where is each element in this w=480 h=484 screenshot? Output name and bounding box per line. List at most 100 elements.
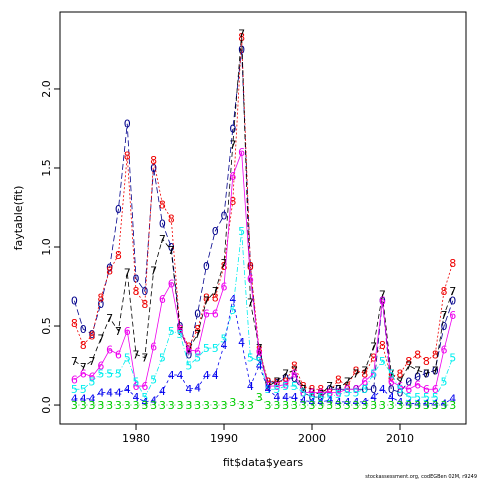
- x-tick-label: 2000: [298, 432, 326, 445]
- series-line: [74, 299, 453, 404]
- series-marker: 7: [317, 388, 324, 401]
- series-marker: 5: [326, 391, 333, 404]
- series-marker: 3: [441, 399, 448, 412]
- series-marker: 3: [432, 399, 439, 412]
- series-marker: 0: [80, 323, 87, 336]
- series-marker: 7: [361, 364, 368, 377]
- series-marker: 5: [247, 352, 254, 365]
- series-marker: 0: [256, 352, 263, 365]
- series-marker: 3: [361, 399, 368, 412]
- series-marker: 3: [326, 399, 333, 412]
- series-marker: 7: [335, 383, 342, 396]
- series-marker: 5: [159, 352, 166, 365]
- series-marker: 4: [282, 391, 289, 404]
- series-marker: 3: [238, 399, 245, 412]
- series-marker: 7: [309, 386, 316, 399]
- series-marker: 3: [141, 399, 148, 412]
- series-marker: 3: [177, 399, 184, 412]
- series-marker: 5: [89, 375, 96, 388]
- series-marker: 0: [273, 377, 280, 390]
- series-marker: 4: [159, 385, 166, 398]
- series-marker: 5: [317, 391, 324, 404]
- series-marker: 6: [133, 380, 140, 393]
- series-marker: 8: [265, 375, 272, 388]
- series-marker: 7: [194, 328, 201, 341]
- series-marker: 4: [133, 391, 140, 404]
- series-marker: 4: [71, 393, 78, 406]
- series-marker: 8: [449, 257, 456, 270]
- series-marker: 6: [291, 367, 298, 380]
- series-marker: 4: [379, 383, 386, 396]
- series-marker: 5: [379, 355, 386, 368]
- series-marker: 8: [141, 298, 148, 311]
- series-marker: 5: [185, 360, 192, 373]
- series-marker: 3: [344, 399, 351, 412]
- series-marker: 4: [300, 394, 307, 407]
- series-marker: 3: [212, 399, 219, 412]
- series-line: [74, 152, 454, 393]
- series-marker: 4: [247, 380, 254, 393]
- series-marker: 8: [203, 292, 210, 305]
- y-tick-label: 0.0: [40, 396, 53, 414]
- series-marker: 3: [353, 399, 360, 412]
- series-marker: 0: [397, 386, 404, 399]
- series-marker: 4: [106, 386, 113, 399]
- series-marker: 4: [124, 383, 131, 396]
- series-marker: 3: [159, 399, 166, 412]
- series-marker: 6: [361, 375, 368, 388]
- series-marker: 5: [80, 383, 87, 396]
- series-marker: 8: [388, 371, 395, 384]
- series-marker: 3: [150, 399, 157, 412]
- series-marker: 6: [441, 344, 448, 357]
- series-marker: 8: [361, 367, 368, 380]
- series-marker: 8: [291, 360, 298, 373]
- x-tick-label: 1990: [210, 432, 238, 445]
- series-marker: 8: [397, 367, 404, 380]
- series-marker: 4: [229, 293, 236, 306]
- series-marker: 0: [405, 375, 412, 388]
- series-marker: 6: [80, 367, 87, 380]
- series-marker: 6: [89, 371, 96, 384]
- series-marker: 6: [203, 307, 210, 320]
- series-marker: 5: [361, 383, 368, 396]
- series-marker: 6: [229, 170, 236, 183]
- series-marker: 4: [185, 383, 192, 396]
- series-marker: 6: [282, 378, 289, 391]
- series-marker: 5: [449, 352, 456, 365]
- series-marker: 4: [177, 369, 184, 382]
- series-marker: 0: [97, 298, 104, 311]
- series-marker: 7: [388, 367, 395, 380]
- series-marker: 4: [115, 386, 122, 399]
- series-marker: 3: [423, 399, 430, 412]
- series-marker: 6: [185, 344, 192, 357]
- series-marker: 4: [326, 394, 333, 407]
- series-marker: 0: [203, 260, 210, 273]
- series-marker: 0: [361, 383, 368, 396]
- series-marker: 7: [221, 257, 228, 270]
- series-marker: 6: [309, 386, 316, 399]
- series-marker: 8: [247, 260, 254, 273]
- series-marker: 5: [282, 380, 289, 393]
- series-marker: 3: [265, 399, 272, 412]
- series-marker: 7: [185, 344, 192, 357]
- series-marker: 7: [238, 28, 245, 41]
- series-marker: 7: [282, 367, 289, 380]
- series-marker: 4: [441, 397, 448, 410]
- y-tick-label: 2.0: [40, 80, 53, 98]
- series-marker: 3: [124, 399, 131, 412]
- series-marker: 4: [370, 391, 377, 404]
- series-marker: 0: [221, 209, 228, 222]
- series-marker: 7: [344, 375, 351, 388]
- series-marker: 6: [265, 380, 272, 393]
- series-marker: 5: [150, 374, 157, 387]
- series-marker: 0: [449, 295, 456, 308]
- series-marker: 5: [238, 225, 245, 238]
- series-marker: 4: [344, 396, 351, 409]
- series-marker: 3: [247, 399, 254, 412]
- series-marker: 7: [212, 285, 219, 298]
- series-marker: 0: [194, 307, 201, 320]
- series-marker: 3: [115, 399, 122, 412]
- series-marker: 6: [344, 383, 351, 396]
- series-marker: 6: [238, 146, 245, 159]
- series-marker: 7: [273, 375, 280, 388]
